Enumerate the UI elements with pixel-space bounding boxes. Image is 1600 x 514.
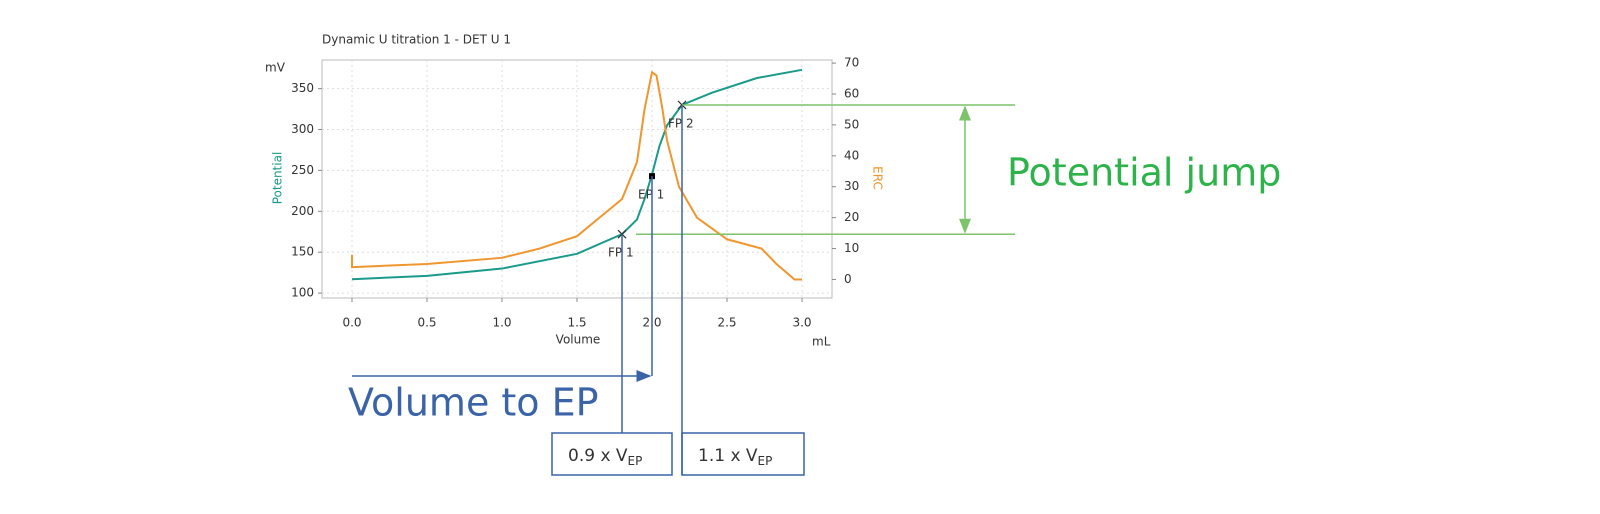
series-line xyxy=(351,68,803,281)
x-tick-label: 2.5 xyxy=(717,316,736,330)
fp-marker xyxy=(617,229,627,239)
y2-tick-label: 60 xyxy=(844,87,859,101)
y-tick-label: 200 xyxy=(291,204,314,218)
x-tick-label: 1.0 xyxy=(492,316,511,330)
y2-tick-label: 50 xyxy=(844,117,859,131)
low-box-text: 0.9 x VEP xyxy=(568,446,642,468)
y2-tick-label: 40 xyxy=(844,148,859,162)
y-tick-label: 250 xyxy=(291,163,314,177)
low-sub: EP xyxy=(628,454,643,468)
y2-tick-label: 20 xyxy=(844,210,859,224)
point-label: EP 1 xyxy=(638,188,664,202)
x-tick-label: 0.5 xyxy=(417,316,436,330)
y2-label: ERC xyxy=(871,166,885,190)
y2-tick-label: 70 xyxy=(844,56,859,70)
x-tick-label: 0.0 xyxy=(342,316,361,330)
point-label: FP 2 xyxy=(668,116,694,130)
high-box xyxy=(681,432,805,476)
x-unit: mL xyxy=(812,335,831,349)
series-line xyxy=(351,70,802,281)
volume-label: Volume to EP xyxy=(348,381,599,425)
y2-tick-label: 0 xyxy=(844,272,852,286)
high-text: 1.1 x V xyxy=(698,446,758,466)
jump-label: Potential jump xyxy=(1007,151,1281,195)
y-tick-label: 350 xyxy=(291,81,314,95)
high-sub: EP xyxy=(758,454,773,468)
chart-title: Dynamic U titration 1 - DET U 1 xyxy=(322,33,511,47)
x-tick-label: 1.5 xyxy=(567,316,586,330)
y2-tick-label: 10 xyxy=(844,241,859,255)
y-tick-label: 300 xyxy=(291,122,314,136)
x-label: Volume xyxy=(556,333,601,347)
y-tick-label: 100 xyxy=(291,286,314,300)
y2-tick-label: 30 xyxy=(844,179,859,193)
x-tick-label: 3.0 xyxy=(792,316,811,330)
y-tick-label: 150 xyxy=(291,245,314,259)
high-box-text: 1.1 x VEP xyxy=(698,446,772,468)
low-box xyxy=(551,432,673,476)
point-label: FP 1 xyxy=(608,246,634,260)
y-unit: mV xyxy=(265,61,286,75)
y-label: Potential xyxy=(271,152,285,205)
low-text: 0.9 x V xyxy=(568,446,628,466)
